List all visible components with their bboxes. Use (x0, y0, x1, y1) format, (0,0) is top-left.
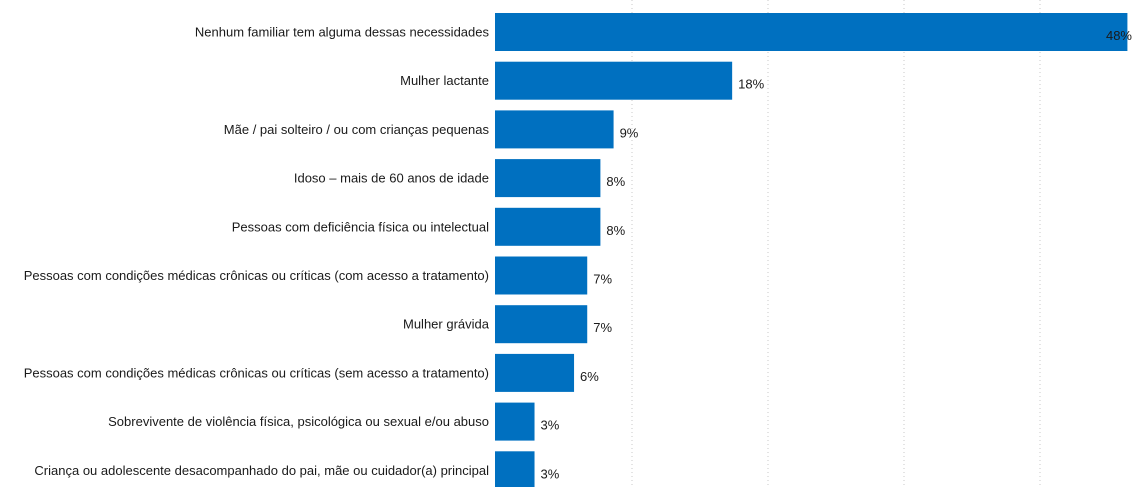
value-label: 8% (606, 223, 625, 238)
bar (495, 402, 535, 441)
category-label: Criança ou adolescente desacompanhado do… (34, 463, 489, 478)
category-label: Mulher lactante (400, 73, 489, 88)
category-label: Pessoas com deficiência física ou intele… (232, 219, 489, 234)
category-label: Pessoas com condições médicas crônicas o… (24, 268, 489, 283)
category-label: Mãe / pai solteiro / ou com crianças peq… (224, 122, 490, 137)
value-labels: 48% 18% 9% 8% 8% 7% 7% 6% 3% 3% (541, 28, 1133, 481)
bar (495, 207, 601, 246)
value-label: 6% (580, 369, 599, 384)
category-labels: Nenhum familiar tem alguma dessas necess… (24, 25, 490, 478)
bar (495, 159, 601, 198)
category-label: Mulher grávida (403, 317, 490, 332)
bar (495, 13, 1128, 51)
bar (495, 61, 733, 100)
category-label: Idoso – mais de 60 anos de idade (294, 171, 489, 186)
bar (495, 110, 614, 149)
value-label: 48% (1106, 28, 1132, 43)
bar (495, 256, 588, 295)
value-label: 7% (593, 272, 612, 287)
category-label: Sobrevivente de violência física, psicol… (108, 414, 489, 429)
category-label: Nenhum familiar tem alguma dessas necess… (195, 25, 490, 40)
value-label: 3% (541, 418, 560, 433)
value-label: 8% (606, 174, 625, 189)
bar (495, 353, 575, 392)
bars (495, 13, 1128, 487)
bar (495, 451, 535, 487)
category-label: Pessoas com condições médicas crônicas o… (24, 365, 489, 380)
bar (495, 305, 588, 344)
value-label: 18% (738, 77, 764, 92)
value-label: 9% (620, 125, 639, 140)
value-label: 7% (593, 320, 612, 335)
value-label: 3% (541, 466, 560, 481)
